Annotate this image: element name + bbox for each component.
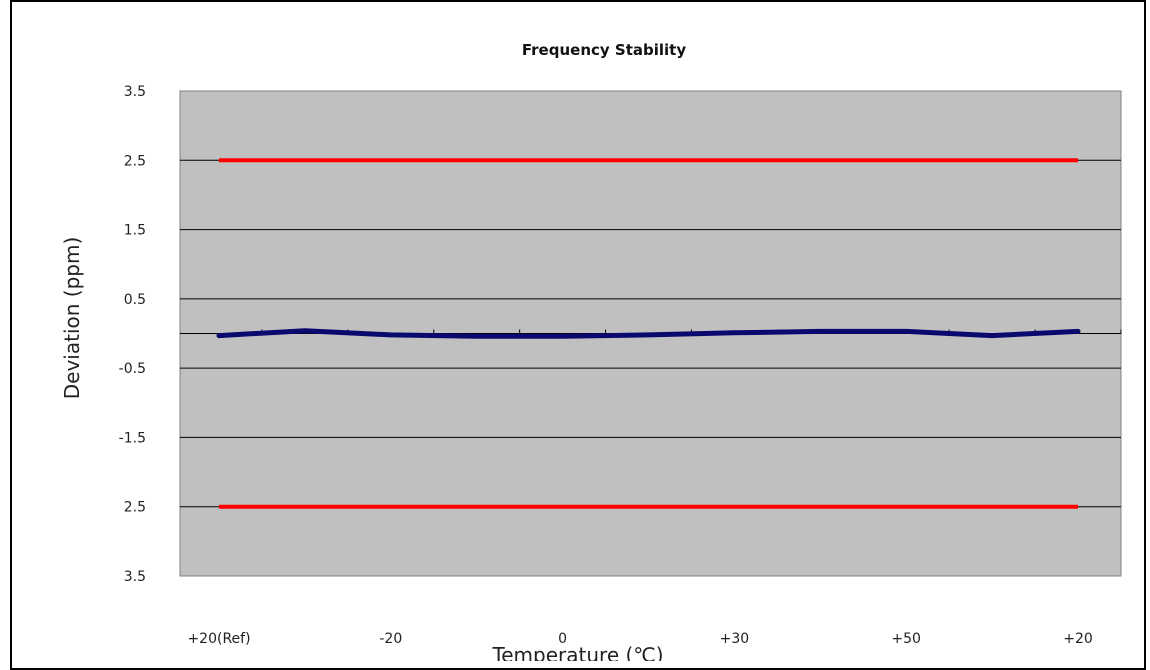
y-tick-label: 0.5 xyxy=(124,292,146,308)
x-tick-label: +20(Ref) xyxy=(187,631,250,647)
y-tick-label: 2.5 xyxy=(124,500,146,516)
y-tick-label: 2.5 xyxy=(124,153,146,169)
y-tick-label: 3.5 xyxy=(124,84,146,100)
series-lines xyxy=(216,328,1081,339)
y-tick-label: 3.5 xyxy=(124,569,146,585)
limit-lines xyxy=(219,158,1078,509)
x-tick-label: +20 xyxy=(1063,631,1093,647)
y-tick-label: 1.5 xyxy=(124,223,146,239)
deviation-series-line xyxy=(216,328,1081,339)
chart-title: Frequency Stability xyxy=(522,41,686,59)
y-tick-label: -1.5 xyxy=(119,430,146,446)
x-axis-label: Temperature (℃) xyxy=(491,643,663,661)
y-tick-labels: 3.5 2.5 1.5 0.5 -0.5 -1.5 2.5 3.5 xyxy=(119,84,146,585)
y-axis-label: Deviation (ppm) xyxy=(60,237,84,400)
x-tick-labels: +20(Ref) -20 0 +30 +50 +20 xyxy=(187,631,1092,647)
y-tick-label: -0.5 xyxy=(119,361,146,377)
x-tick-label: -20 xyxy=(379,631,402,647)
x-tick-label: +50 xyxy=(891,631,921,647)
x-tick-label: +30 xyxy=(720,631,750,647)
x-tick-label: 0 xyxy=(558,631,567,647)
